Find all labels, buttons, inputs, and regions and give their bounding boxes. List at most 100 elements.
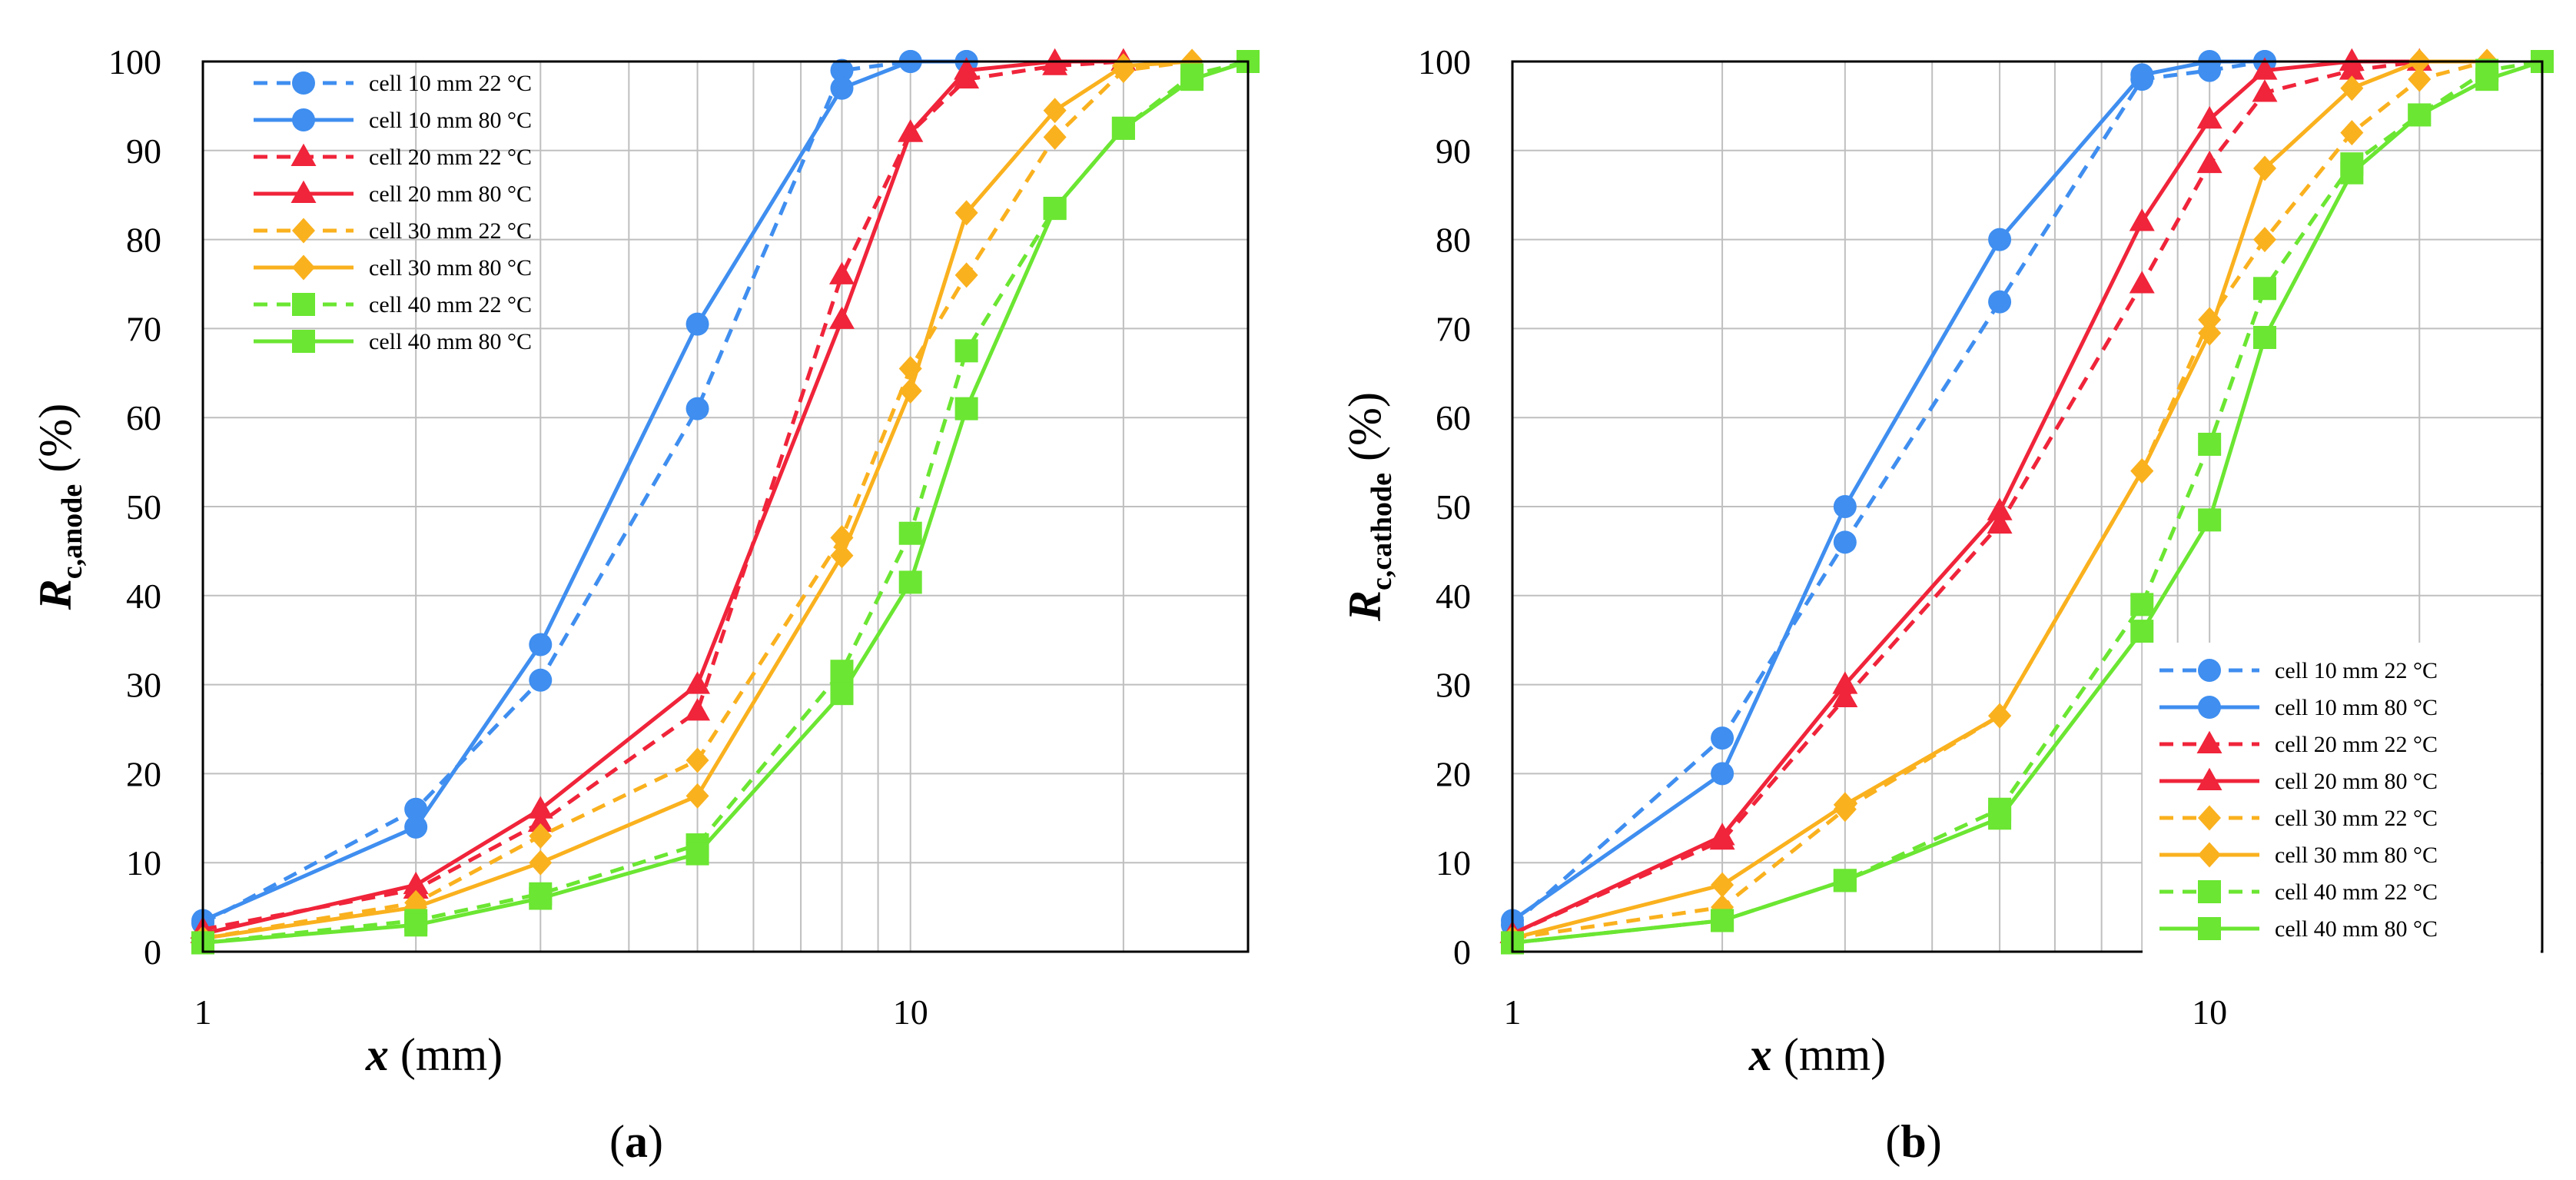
diamond-marker bbox=[1988, 703, 2012, 729]
diamond-marker bbox=[1833, 792, 1857, 818]
diamond-marker bbox=[2408, 66, 2432, 92]
diamond-marker bbox=[2340, 75, 2364, 101]
legend-label: cell 10 mm 80 °C bbox=[2275, 695, 2438, 720]
grid-a bbox=[202, 61, 1249, 952]
chart-panel-b: 0 10 20 30 40 50 60 70 80 90 100 1 10 cell 10 mm 22 … bbox=[1288, 0, 2576, 1176]
legend-label: cell 20 mm 80 °C bbox=[369, 181, 532, 207]
caption-a: (a) bbox=[609, 1116, 663, 1167]
triangle-marker bbox=[403, 871, 429, 895]
legend-entry: cell 20 mm 80 °C bbox=[254, 180, 532, 207]
series-b bbox=[1499, 48, 2554, 955]
series-5 bbox=[191, 48, 1204, 952]
series-line bbox=[202, 59, 1249, 945]
legend-label: cell 30 mm 22 °C bbox=[369, 218, 532, 244]
triangle-marker bbox=[2196, 767, 2222, 790]
diamond-marker bbox=[954, 200, 978, 226]
triangle-marker bbox=[685, 671, 711, 694]
x-axis-title-a: x (mm) bbox=[365, 1029, 503, 1080]
y-tick-label: 40 bbox=[126, 577, 161, 616]
legend-label: cell 20 mm 22 °C bbox=[369, 145, 532, 170]
y-tick-label: 70 bbox=[1436, 309, 1471, 348]
y-tick-label: 0 bbox=[144, 932, 161, 972]
circle-marker bbox=[292, 108, 315, 131]
legend-entry: cell 10 mm 80 °C bbox=[254, 108, 532, 133]
square-marker bbox=[1043, 197, 1067, 221]
y-axis-symbol-b: R bbox=[1339, 590, 1390, 622]
triangle-marker bbox=[2339, 48, 2365, 71]
triangle-marker bbox=[290, 143, 317, 166]
y-tick-label: 80 bbox=[126, 221, 161, 260]
diamond-marker bbox=[1043, 98, 1067, 124]
y-tick-label: 50 bbox=[1436, 487, 1471, 527]
square-marker bbox=[2408, 103, 2432, 127]
caption-b: (b) bbox=[1885, 1116, 1941, 1167]
diamond-marker bbox=[898, 377, 922, 404]
x-tick-label: 10 bbox=[2192, 992, 2227, 1032]
square-marker bbox=[898, 570, 922, 594]
y-axis-subscript-a: c,anode bbox=[56, 484, 88, 580]
circle-marker bbox=[1988, 228, 2012, 251]
legend-label: cell 30 mm 80 °C bbox=[2275, 843, 2438, 868]
diamond-marker bbox=[2253, 155, 2277, 181]
diamond-marker bbox=[2253, 227, 2277, 253]
legend-entry: cell 10 mm 22 °C bbox=[254, 71, 532, 96]
x-axis-symbol-b: x bbox=[1748, 1029, 1772, 1080]
triangle-marker bbox=[1832, 671, 1858, 694]
x-tick-label: 10 bbox=[893, 992, 928, 1032]
legend-entry: cell 40 mm 22 °C bbox=[2159, 879, 2438, 905]
y-tick-label: 10 bbox=[126, 843, 161, 883]
diamond-marker bbox=[1111, 53, 1135, 79]
legend-label: cell 10 mm 80 °C bbox=[369, 108, 532, 133]
y-tick-label: 40 bbox=[1436, 577, 1471, 616]
diamond-marker bbox=[685, 783, 709, 809]
diamond-marker bbox=[292, 218, 315, 244]
circle-marker bbox=[1833, 530, 1857, 554]
y-tick-label: 20 bbox=[126, 754, 161, 793]
circle-marker bbox=[1711, 762, 1734, 786]
y-tick-label: 60 bbox=[1436, 398, 1471, 437]
legend-label: cell 40 mm 22 °C bbox=[369, 292, 532, 317]
y-tick-label: 30 bbox=[1436, 666, 1471, 705]
legend-entry: cell 30 mm 80 °C bbox=[254, 254, 532, 281]
square-marker bbox=[2130, 620, 2154, 643]
square-marker bbox=[292, 293, 315, 316]
triangle-marker bbox=[685, 698, 711, 721]
square-marker bbox=[830, 682, 854, 706]
y-axis-subscript-b: c,cathode bbox=[1366, 473, 1398, 590]
x-tick-label: 1 bbox=[194, 992, 212, 1032]
legend-entry: cell 20 mm 22 °C bbox=[2159, 730, 2438, 757]
square-marker bbox=[1988, 806, 2012, 830]
legend-label: cell 10 mm 22 °C bbox=[2275, 658, 2438, 683]
square-marker bbox=[529, 886, 553, 910]
square-marker bbox=[2475, 68, 2499, 91]
legend-entry: cell 20 mm 22 °C bbox=[254, 143, 532, 170]
legend-entry: cell 20 mm 80 °C bbox=[2159, 767, 2438, 794]
square-marker bbox=[2198, 508, 2222, 532]
diamond-marker bbox=[954, 262, 978, 288]
series-line bbox=[202, 59, 1249, 945]
circle-marker bbox=[404, 815, 428, 839]
circle-marker bbox=[685, 312, 709, 336]
circle-marker bbox=[830, 58, 854, 82]
diamond-marker bbox=[529, 849, 553, 876]
series-line bbox=[202, 59, 1193, 941]
y-tick-label: 20 bbox=[1436, 754, 1471, 793]
circle-marker bbox=[2198, 696, 2221, 719]
y-tick-label: 30 bbox=[126, 666, 161, 705]
plot-frame-b bbox=[1511, 60, 2544, 953]
diamond-marker bbox=[2130, 458, 2154, 484]
series-7 bbox=[191, 50, 1260, 955]
square-marker bbox=[2198, 880, 2221, 903]
square-marker bbox=[954, 397, 978, 420]
square-marker bbox=[2253, 325, 2277, 349]
legend-entry: cell 30 mm 22 °C bbox=[254, 218, 532, 244]
legend-label: cell 40 mm 22 °C bbox=[2275, 879, 2438, 905]
y-tick-label: 80 bbox=[1436, 221, 1471, 260]
y-tick-label: 100 bbox=[108, 42, 161, 81]
y-tick-label: 70 bbox=[126, 309, 161, 348]
triangle-marker bbox=[527, 809, 553, 833]
series-1 bbox=[191, 50, 978, 932]
y-axis-unit-a: (%) bbox=[30, 404, 81, 484]
square-marker bbox=[2198, 432, 2222, 456]
